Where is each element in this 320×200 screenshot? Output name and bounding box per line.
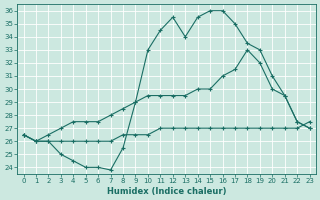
X-axis label: Humidex (Indice chaleur): Humidex (Indice chaleur) — [107, 187, 226, 196]
